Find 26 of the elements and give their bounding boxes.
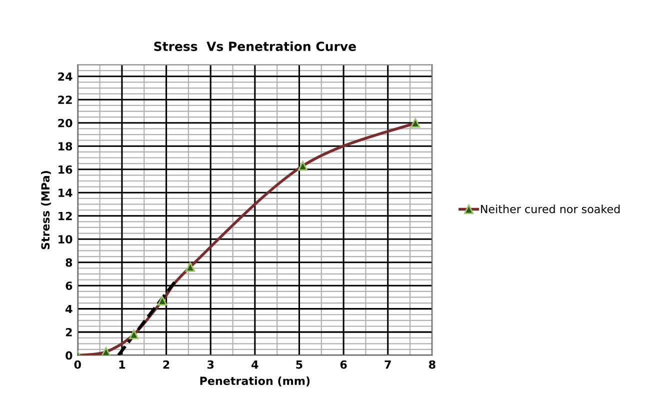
y-tick-label: 4 [66, 304, 72, 314]
x-tick-label: 5 [296, 360, 302, 369]
y-tick-label: 14 [58, 188, 72, 197]
y-tick-label: 24 [58, 72, 72, 81]
x-tick-label: 3 [207, 360, 214, 369]
x-tick-label: 4 [252, 360, 258, 369]
x-tick-label: 2 [163, 360, 170, 369]
x-tick-label: 1 [119, 360, 126, 369]
x-tick-label: 6 [340, 360, 347, 369]
y-tick-label: 2 [66, 328, 72, 336]
chart-title: Stress Vs Penetration Curve [154, 41, 356, 52]
y-tick-label: 20 [58, 118, 72, 128]
y-tick-label: 10 [58, 235, 72, 244]
y-tick-label: 0 [66, 351, 72, 360]
y-axis-title: Stress (MPa) [41, 171, 51, 250]
y-tick-label: 22 [58, 96, 72, 104]
y-tick-label: 16 [58, 165, 72, 174]
y-tick-label: 18 [58, 142, 72, 151]
y-tick-label: 8 [66, 258, 72, 267]
y-tick-label: 6 [66, 282, 72, 290]
legend-label: Neither cured nor soaked [481, 204, 620, 214]
y-tick-label: 12 [58, 212, 72, 220]
x-tick-label: 0 [74, 360, 81, 369]
x-axis-title: Penetration (mm) [200, 376, 310, 386]
x-tick-label: 8 [429, 360, 436, 369]
x-tick-label: 7 [384, 360, 391, 369]
